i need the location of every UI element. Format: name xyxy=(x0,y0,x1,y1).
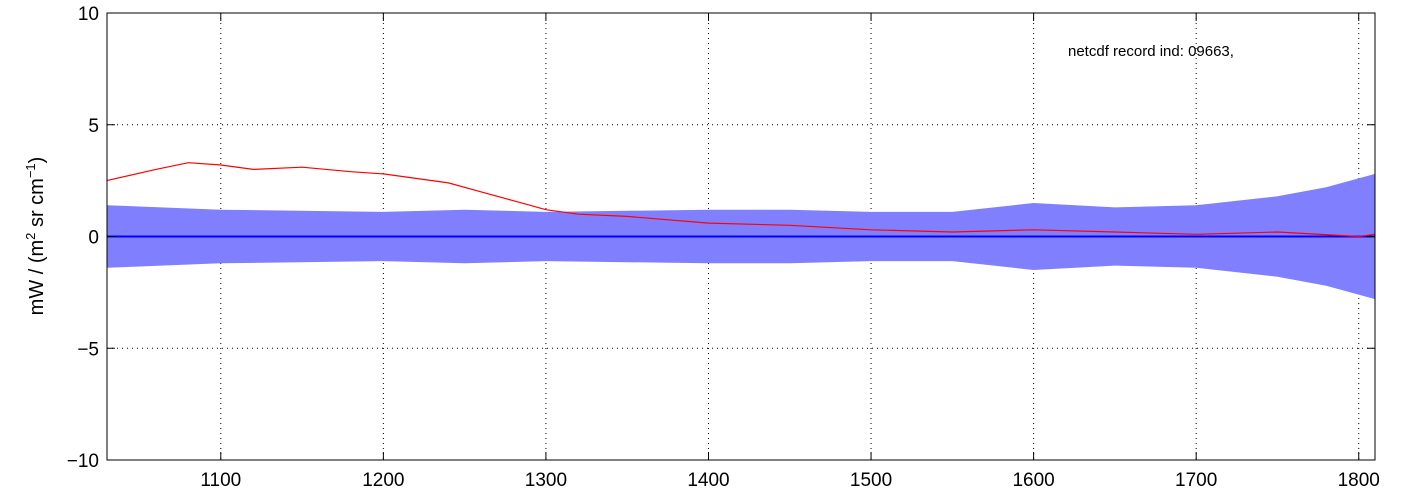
x-tick-label: 1500 xyxy=(850,470,892,491)
y-tick-label: 0 xyxy=(88,228,99,249)
x-tick-label: 1800 xyxy=(1338,470,1380,491)
x-tick-label: 1600 xyxy=(1012,470,1054,491)
axis-ticks: 1100 1200 1300 1400 1500 1600 1700 1800 −10 −5 0 5 1… xyxy=(67,4,1380,491)
x-tick-label: 1200 xyxy=(362,470,404,491)
y-tick-label: 5 xyxy=(88,116,99,137)
y-tick-label: −10 xyxy=(67,451,99,472)
x-tick-label: 1100 xyxy=(200,470,241,491)
y-axis-label-sup2: −1 xyxy=(23,163,38,178)
y-axis-label-prefix: mW / (m xyxy=(26,240,48,316)
x-tick-label: 1400 xyxy=(687,470,729,491)
y-axis-label-suffix: ) xyxy=(26,157,48,164)
difference-line xyxy=(106,162,1376,238)
y-axis-label: mW / (m2 sr cm−1) xyxy=(23,157,48,316)
y-axis-label-sup1: 2 xyxy=(23,233,38,240)
difference-line-group xyxy=(106,162,1376,238)
record-annotation: netcdf record ind: 09663, xyxy=(1068,43,1234,60)
x-tick-label: 1700 xyxy=(1175,470,1217,491)
y-tick-label: 10 xyxy=(78,4,99,25)
y-axis-label-middle: sr cm xyxy=(26,178,48,232)
x-tick-label: 1300 xyxy=(525,470,567,491)
y-tick-label: −5 xyxy=(77,339,99,360)
